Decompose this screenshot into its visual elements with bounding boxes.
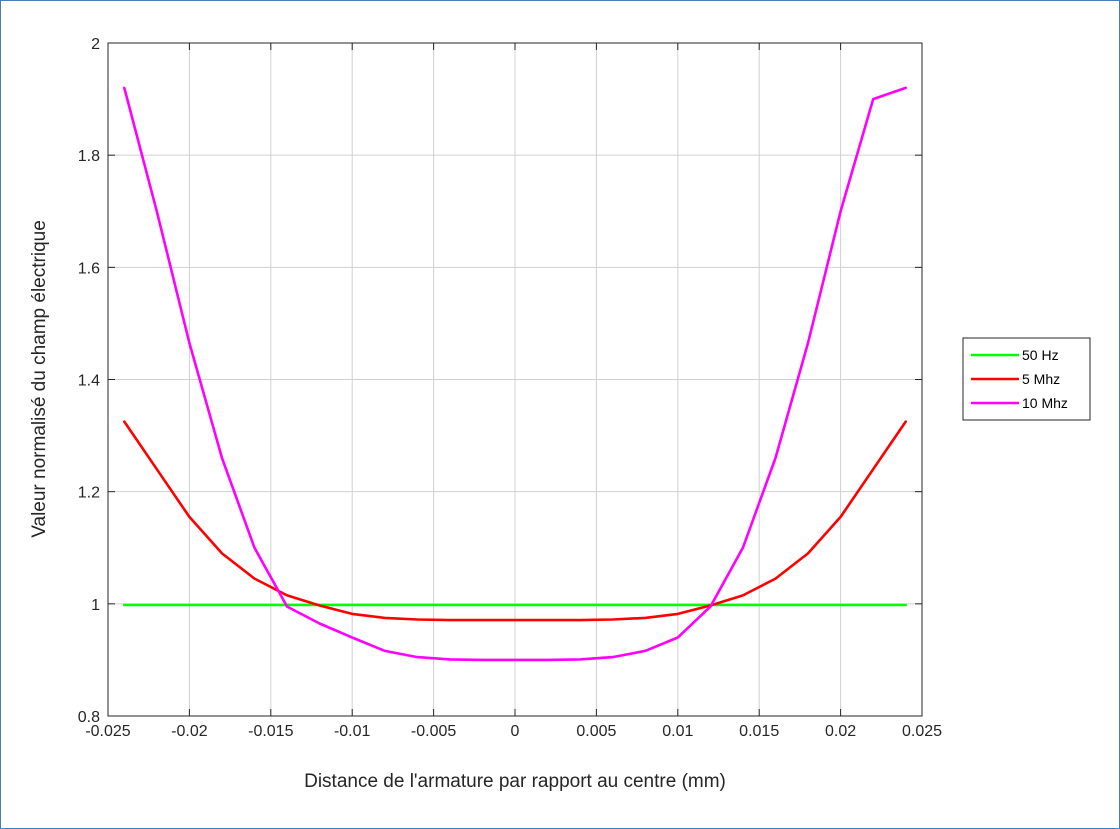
legend-label-0: 50 Hz: [1022, 347, 1059, 363]
y-tick-label: 2: [91, 36, 100, 53]
series-line-1: [123, 420, 908, 622]
x-tick-label: 0: [511, 723, 520, 740]
series-lines: [123, 86, 908, 662]
series-line-2: [123, 86, 908, 662]
y-tick-label: 1.2: [78, 485, 100, 502]
x-tick-label: 0.005: [576, 723, 616, 740]
x-tick-label: -0.005: [411, 723, 456, 740]
y-axis-label: Valeur normalisé du champ électrique: [29, 220, 50, 538]
legend-label-1: 5 Mhz: [1022, 371, 1060, 387]
y-tick-label: 1.6: [78, 260, 100, 277]
x-tick-label: -0.02: [171, 723, 208, 740]
x-tick-label: -0.025: [85, 723, 130, 740]
x-tick-label: 0.025: [902, 723, 942, 740]
x-tick-label: 0.015: [739, 723, 779, 740]
x-tick-label: 0.01: [662, 723, 693, 740]
legend: 50 Hz 5 Mhz 10 Mhz: [962, 337, 1091, 421]
x-tick-label: -0.015: [248, 723, 293, 740]
x-axis: -0.025 -0.02 -0.015 -0.01 -0.005 0 0.005 0.01 0.…: [85, 43, 942, 740]
y-tick-label: 0.8: [78, 709, 100, 726]
legend-label-2: 10 Mhz: [1022, 395, 1068, 411]
x-axis-label: Distance de l'armature par rapport au ce…: [304, 771, 726, 792]
y-axis: 0.8 1 1.2 1.4 1.6 1.8 2: [78, 36, 922, 726]
x-tick-label: -0.01: [334, 723, 371, 740]
y-tick-label: 1.4: [78, 373, 100, 390]
x-tick-label: 0.02: [825, 723, 856, 740]
y-tick-label: 1.8: [78, 148, 100, 165]
y-tick-label: 1: [91, 597, 100, 614]
